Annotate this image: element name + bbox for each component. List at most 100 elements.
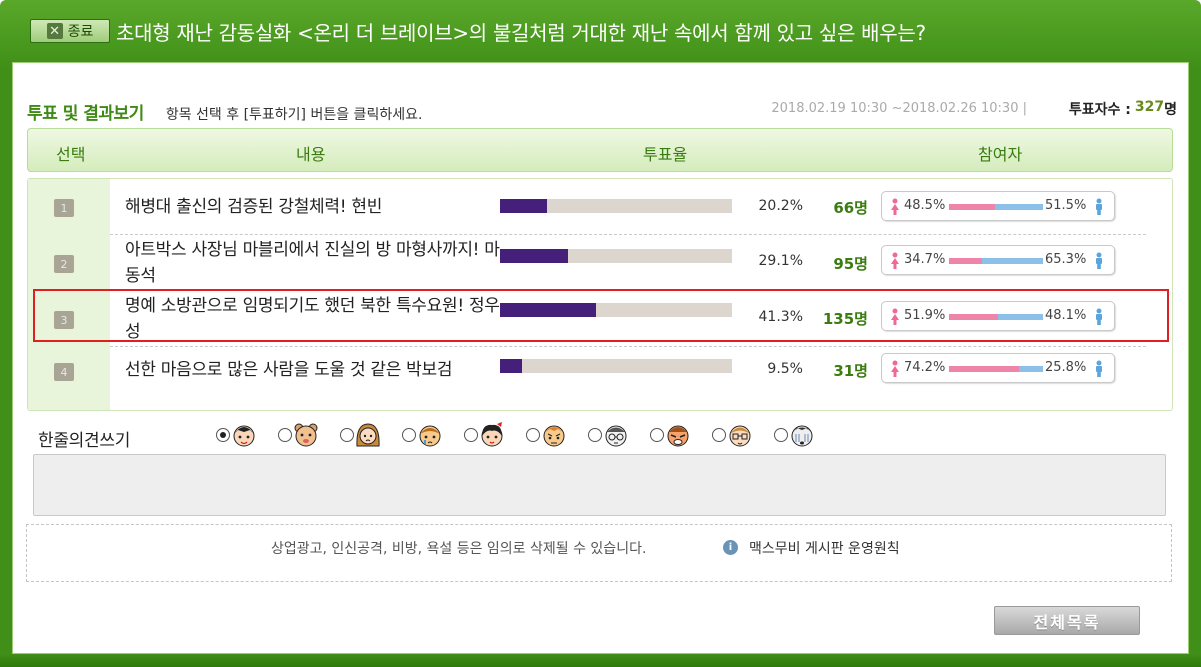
male-pct: 65.3% bbox=[1045, 252, 1087, 267]
female-pct: 51.9% bbox=[904, 308, 946, 323]
gender-ratio: 51.9% 48.1% bbox=[881, 301, 1115, 331]
emote-option[interactable] bbox=[340, 420, 396, 450]
option-number[interactable]: 2 bbox=[54, 255, 74, 273]
vote-count-cell: 66명 bbox=[833, 199, 868, 217]
gender-ratio: 34.7% 65.3% bbox=[881, 245, 1115, 275]
female-pct: 48.5% bbox=[904, 198, 946, 213]
girl-bow-face-icon bbox=[481, 422, 503, 447]
gender-bar-female bbox=[949, 366, 1019, 372]
emote-option[interactable] bbox=[526, 420, 582, 450]
bear-face-icon bbox=[294, 423, 318, 447]
female-icon bbox=[891, 252, 899, 269]
column-header: 선택 내용 투표율 참여자 bbox=[27, 128, 1173, 172]
boy-face-icon bbox=[233, 425, 255, 447]
shocked-face-icon bbox=[791, 425, 813, 447]
gender-bar-female bbox=[949, 258, 982, 264]
emote-radio[interactable] bbox=[774, 428, 788, 442]
close-icon: ✕ bbox=[46, 23, 63, 39]
vote-rate-pct: 20.2% bbox=[758, 198, 803, 214]
opinion-label: 한줄의견쓰기 bbox=[38, 431, 131, 451]
vote-rate-pct: 29.1% bbox=[758, 253, 803, 269]
emote-option[interactable] bbox=[278, 420, 334, 450]
emote-radio[interactable] bbox=[650, 428, 664, 442]
emote-radio[interactable] bbox=[340, 428, 354, 442]
gender-bar bbox=[949, 366, 1043, 372]
option-text: 선한 마음으로 많은 사람을 도울 것 같은 박보검 bbox=[125, 360, 453, 380]
glasses-face-icon bbox=[605, 425, 627, 447]
emote-radio[interactable] bbox=[588, 428, 602, 442]
vote-count-label: 투표자수 : bbox=[1068, 102, 1131, 118]
option-text: 명예 소방관으로 임명되기도 했던 북한 특수요원! 정우성 bbox=[125, 296, 500, 342]
gender-bar bbox=[949, 314, 1043, 320]
male-icon bbox=[1096, 308, 1102, 325]
emote-radio[interactable] bbox=[712, 428, 726, 442]
gender-bar-female bbox=[949, 204, 995, 210]
emote-option[interactable] bbox=[774, 420, 830, 450]
emote-option[interactable] bbox=[402, 420, 458, 450]
board-rules-link[interactable]: 맥스무비 게시판 운영원칙 bbox=[749, 541, 900, 557]
vote-rate-fill bbox=[500, 359, 523, 373]
option-row-4[interactable]: 4 선한 마음으로 많은 사람을 도울 것 같은 박보검 9.5% 31명 74… bbox=[28, 347, 1172, 403]
vote-count-unit: 명 bbox=[1164, 102, 1177, 118]
vote-rate-fill bbox=[500, 199, 547, 213]
emote-picker bbox=[216, 420, 830, 450]
option-row-3[interactable]: 3 명예 소방관으로 임명되기도 했던 북한 특수요원! 정우성 41.3% 1… bbox=[28, 291, 1172, 347]
close-label: 종료 bbox=[67, 24, 94, 40]
male-icon bbox=[1096, 198, 1102, 215]
emote-option[interactable] bbox=[464, 420, 520, 450]
gender-ratio: 48.5% 51.5% bbox=[881, 191, 1115, 221]
vote-head: 투표 및 결과보기 항목 선택 후 [투표하기] 버튼을 클릭하세요. 2018… bbox=[27, 99, 1177, 124]
emote-option[interactable] bbox=[650, 420, 706, 450]
vote-heading: 투표 및 결과보기 bbox=[27, 104, 144, 124]
vote-guide: 항목 선택 후 [투표하기] 버튼을 클릭하세요. bbox=[165, 107, 423, 123]
option-row-2[interactable]: 2 아트박스 사장님 마블리에서 진실의 방 마형사까지! 마동석 29.1% … bbox=[28, 235, 1172, 291]
male-pct: 51.5% bbox=[1045, 198, 1087, 213]
highlight-box bbox=[33, 289, 1169, 342]
notice-box: 상업광고, 인신공격, 비방, 욕설 등은 임의로 삭제될 수 있습니다. i … bbox=[26, 524, 1172, 582]
option-number[interactable]: 4 bbox=[54, 363, 74, 381]
notice-text: 상업광고, 인신공격, 비방, 욕설 등은 임의로 삭제될 수 있습니다. bbox=[271, 541, 647, 557]
emote-radio[interactable] bbox=[216, 428, 230, 442]
poll-panel: 투표 및 결과보기 항목 선택 후 [투표하기] 버튼을 클릭하세요. 2018… bbox=[12, 62, 1189, 654]
emote-radio[interactable] bbox=[526, 428, 540, 442]
option-text: 해병대 출신의 검증된 강철체력! 현빈 bbox=[125, 197, 383, 217]
full-list-button[interactable]: 전체목록 bbox=[994, 606, 1140, 635]
vote-rate-pct: 41.3% bbox=[758, 309, 803, 325]
vote-rate-fill bbox=[500, 303, 596, 317]
girl-face-icon bbox=[356, 423, 380, 447]
col-select: 선택 bbox=[56, 145, 86, 164]
emote-radio[interactable] bbox=[402, 428, 416, 442]
vote-rate-bar bbox=[500, 359, 732, 373]
vote-rate-bar bbox=[500, 249, 732, 263]
option-number[interactable]: 3 bbox=[54, 311, 74, 329]
info-icon[interactable]: i bbox=[723, 540, 738, 555]
close-button[interactable]: ✕ 종료 bbox=[30, 19, 110, 43]
male-icon bbox=[1096, 252, 1102, 269]
female-icon bbox=[891, 198, 899, 215]
emote-radio[interactable] bbox=[464, 428, 478, 442]
title-bar: ✕ 종료 초대형 재난 감동실화 <온리 더 브레이브>의 불길처럼 거대한 재… bbox=[0, 0, 1201, 62]
vote-count-cell: 95명 bbox=[833, 255, 868, 273]
gender-ratio: 74.2% 25.8% bbox=[881, 353, 1115, 383]
emote-option[interactable] bbox=[588, 420, 644, 450]
female-icon bbox=[891, 308, 899, 325]
emote-option[interactable] bbox=[216, 420, 272, 450]
gender-bar bbox=[949, 258, 1043, 264]
opinion-input[interactable] bbox=[33, 454, 1166, 516]
vote-period: 2018.02.19 10:30 ~2018.02.26 10:30 | bbox=[771, 101, 1027, 116]
col-rate: 투표율 bbox=[643, 145, 688, 164]
option-text: 아트박스 사장님 마블리에서 진실의 방 마형사까지! 마동석 bbox=[125, 240, 500, 286]
male-pct: 48.1% bbox=[1045, 308, 1087, 323]
crying-face-icon bbox=[419, 425, 441, 447]
option-row-1[interactable]: 1 해병대 출신의 검증된 강철체력! 현빈 20.2% 66명 48.5% 5… bbox=[28, 179, 1172, 235]
emote-radio[interactable] bbox=[278, 428, 292, 442]
poll-title: 초대형 재난 감동실화 <온리 더 브레이브>의 불길처럼 거대한 재난 속에서… bbox=[116, 20, 926, 45]
options-list: 1 해병대 출신의 검증된 강철체력! 현빈 20.2% 66명 48.5% 5… bbox=[27, 178, 1173, 411]
vote-count: 투표자수 : 327 명 bbox=[1069, 99, 1177, 119]
emote-option[interactable] bbox=[712, 420, 768, 450]
nerd-face-icon bbox=[729, 425, 751, 447]
col-content: 내용 bbox=[296, 145, 326, 164]
option-number[interactable]: 1 bbox=[54, 199, 74, 217]
row-divider bbox=[110, 234, 1146, 235]
mad-face-icon bbox=[667, 425, 689, 447]
